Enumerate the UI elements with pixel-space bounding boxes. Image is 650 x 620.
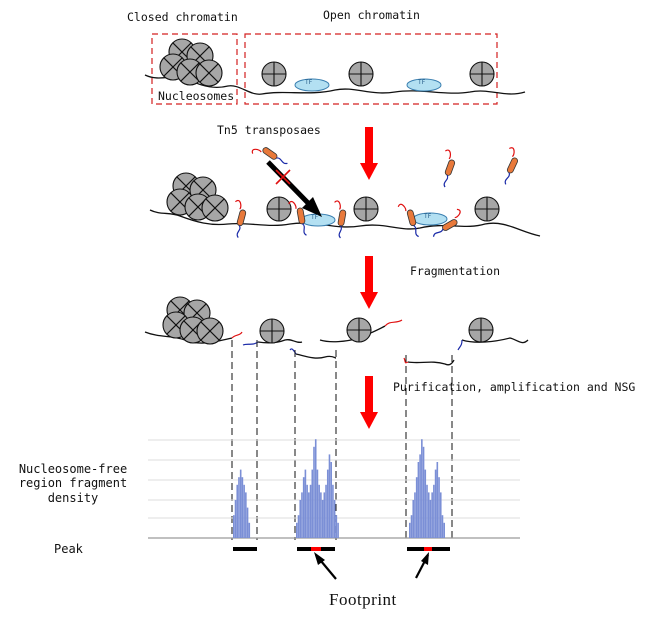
open-chromatin-label: Open chromatin xyxy=(323,8,420,22)
density-bar xyxy=(314,439,317,538)
density-bar xyxy=(311,469,314,538)
tf-label-2: TF xyxy=(418,79,426,86)
dna-fragment-3 xyxy=(295,353,337,359)
closed-chromatin-box xyxy=(151,33,238,105)
density-bar xyxy=(441,515,444,538)
dna-fragment-right xyxy=(461,337,529,344)
density-bar xyxy=(308,492,310,538)
open-chromatin-box xyxy=(244,33,498,105)
density-bar xyxy=(321,500,324,538)
density-bar xyxy=(320,492,322,538)
density-bar xyxy=(234,500,237,538)
nucleosome-cluster-3 xyxy=(162,296,224,345)
tn5-label: Tn5 transposaes xyxy=(217,123,321,137)
dna-fragment-5 xyxy=(407,359,455,366)
density-bar xyxy=(335,515,338,538)
density-bar xyxy=(301,492,303,538)
density-bar xyxy=(318,484,320,538)
density-bar xyxy=(337,522,339,538)
tf-label-1: TF xyxy=(305,79,313,86)
dashed-guides xyxy=(231,340,453,540)
density-bar xyxy=(436,462,439,538)
footprint-arrows xyxy=(314,552,429,580)
density-bar xyxy=(417,462,420,538)
density-bar xyxy=(443,522,445,538)
density-bar xyxy=(306,484,308,538)
density-bar xyxy=(326,469,329,538)
density-bars xyxy=(233,439,445,538)
density-bar xyxy=(414,492,416,538)
density-bar xyxy=(241,477,244,538)
fragmentation-label: Fragmentation xyxy=(410,264,501,278)
nucleosomes-label: Nucleosomes xyxy=(158,89,235,103)
density-bar xyxy=(438,477,440,538)
density-label-line-2: region fragment xyxy=(18,476,128,491)
density-bar xyxy=(330,462,332,538)
density-bar xyxy=(243,484,245,538)
density-bar xyxy=(313,446,315,538)
density-bar xyxy=(296,522,298,538)
density-bar xyxy=(419,454,421,538)
density-bar xyxy=(304,469,307,538)
density-bar xyxy=(316,469,319,538)
density-bar xyxy=(328,454,331,538)
purification-label: Purification, amplification and NSG xyxy=(393,380,636,394)
density-bar xyxy=(332,484,334,538)
peak-label: Peak xyxy=(54,542,83,556)
dna-strand-2 xyxy=(149,209,541,237)
density-bar xyxy=(238,477,240,538)
nucleosome-cluster-2 xyxy=(166,172,229,222)
density-bar xyxy=(233,515,235,538)
density-bar xyxy=(325,484,327,538)
density-bar xyxy=(248,522,251,538)
density-bar xyxy=(302,477,305,538)
tf-label-4: TF xyxy=(424,213,432,220)
density-label: Nucleosome-free region fragment density xyxy=(11,462,135,505)
dna-fragment-2 xyxy=(257,338,303,344)
density-bar xyxy=(422,446,425,538)
density-bar xyxy=(415,477,418,538)
density-bar xyxy=(323,492,326,538)
density-bar xyxy=(246,507,249,538)
density-bar xyxy=(427,492,430,538)
red-arrow-2 xyxy=(360,256,378,309)
density-bar xyxy=(421,439,423,538)
peak-bars xyxy=(233,547,450,551)
red-arrow-3 xyxy=(360,376,378,429)
blocked-insertion-arrow xyxy=(266,160,322,217)
closed-chromatin-label: Closed chromatin xyxy=(127,10,238,24)
tf-label-3: TF xyxy=(311,214,319,221)
density-bar xyxy=(410,515,413,538)
density-bar xyxy=(245,492,247,538)
tf-1 xyxy=(294,78,442,92)
density-bar xyxy=(431,492,433,538)
density-bar xyxy=(299,500,302,538)
density-bar xyxy=(333,500,336,538)
density-bar xyxy=(236,484,239,538)
density-bar xyxy=(412,500,415,538)
density-bar xyxy=(434,469,437,538)
nucleosome-cluster-1 xyxy=(159,38,223,87)
density-label-line-1: Nucleosome-free xyxy=(18,462,128,476)
density-bar xyxy=(239,469,242,538)
density-bar xyxy=(409,522,411,538)
footprint-marks xyxy=(311,547,432,551)
density-bar xyxy=(429,500,432,538)
density-bar xyxy=(439,492,442,538)
footprint-label: Footprint xyxy=(329,590,397,609)
density-bar xyxy=(309,484,312,538)
density-bar xyxy=(297,515,300,538)
density-bar xyxy=(426,484,428,538)
density-bar xyxy=(424,469,427,538)
density-label-line-3: density xyxy=(47,490,99,505)
density-bar xyxy=(433,484,435,538)
red-arrow-1 xyxy=(360,127,378,180)
